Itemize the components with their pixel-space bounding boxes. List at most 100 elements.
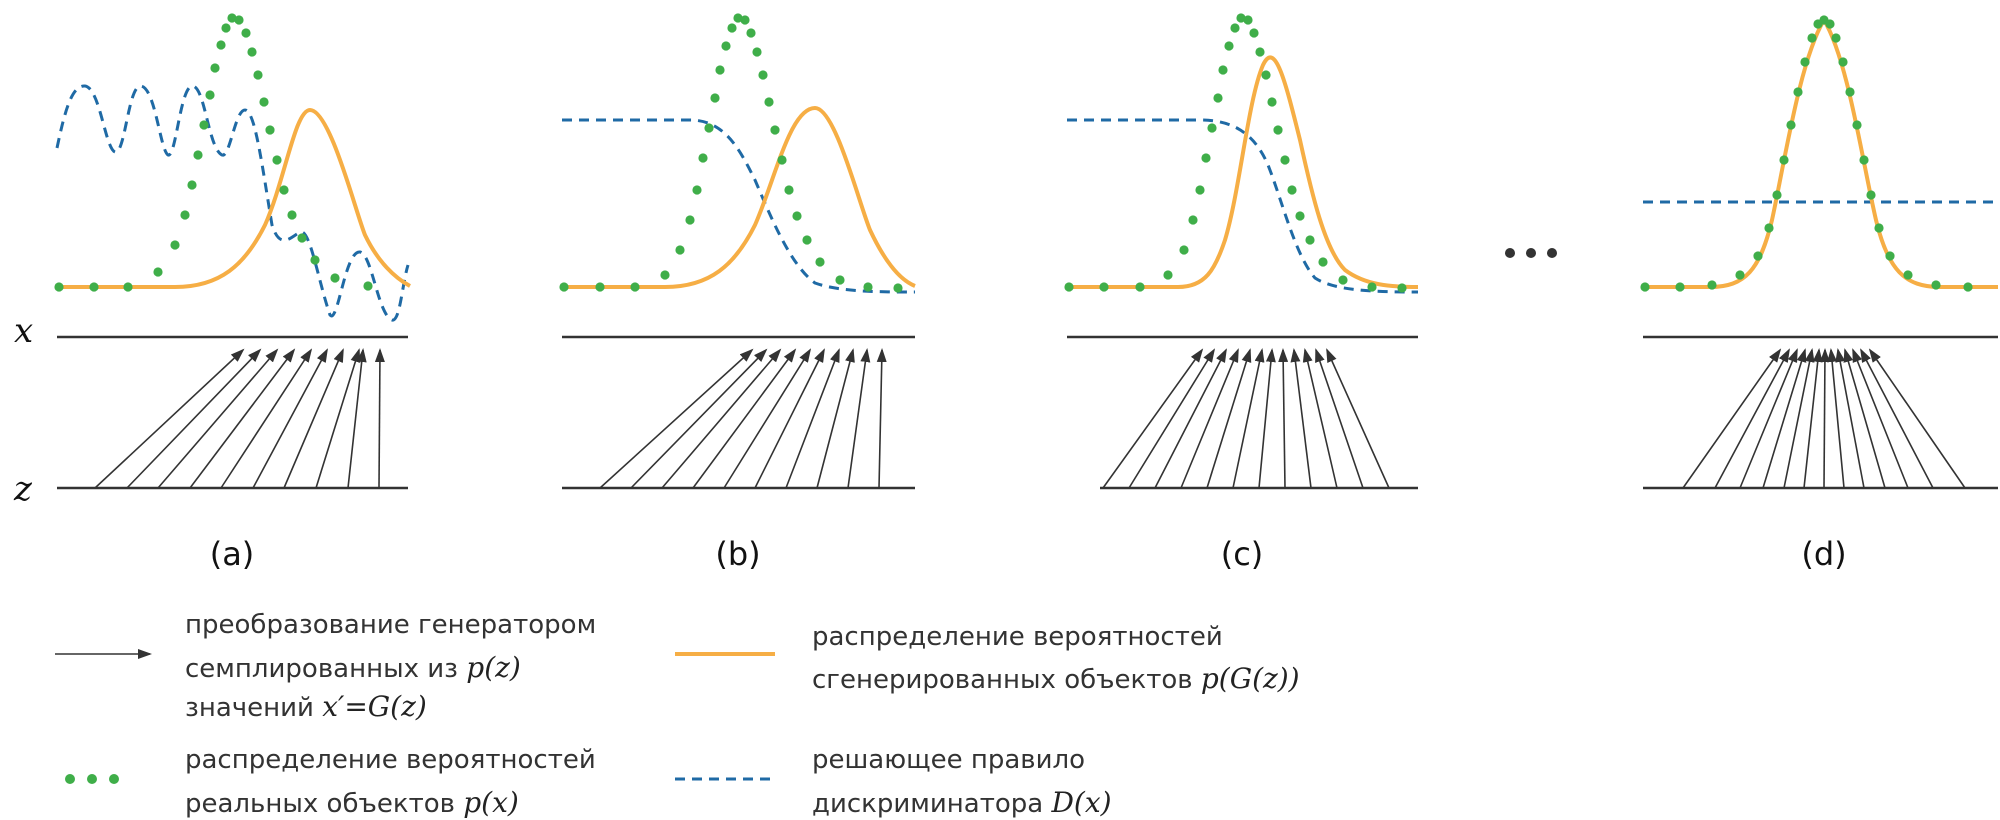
real-dot (1218, 65, 1228, 75)
mapping-arrow (252, 348, 328, 489)
mapping-arrow (347, 348, 367, 489)
legend-item-generated-distribution: распределение вероятностей сгенерированн… (675, 622, 1300, 695)
legend-generator-line3-text: значений (185, 693, 322, 723)
real-dot (1735, 270, 1745, 280)
legend-item-generator-mapping: преобразование генератором семплированны… (55, 610, 596, 723)
real-dot (1305, 235, 1315, 245)
real-dot (704, 123, 714, 133)
panel-d-generated-curve (1643, 16, 1998, 289)
real-dot (815, 257, 825, 267)
real-dot (1236, 13, 1246, 23)
panel-b-real-dots (559, 13, 903, 293)
mapping-arrow (1102, 348, 1204, 489)
legend-generated-line2: сгенерированных объектов p(G(z)) (812, 662, 1300, 695)
real-dot (710, 93, 720, 103)
real-dot (259, 97, 269, 107)
panel-b-mapping-arrows (599, 348, 887, 489)
real-dot (193, 150, 203, 160)
legend-real-line2-text: реальных объектов (185, 789, 463, 819)
mapping-arrow (157, 348, 279, 489)
mapping-arrow (1868, 348, 1966, 489)
real-dot (1295, 211, 1305, 221)
real-dot (630, 282, 640, 292)
panel-d: (d) (1640, 15, 1998, 573)
real-dot (1163, 270, 1173, 280)
mapping-arrow (1827, 348, 1845, 489)
mapping-arrow (1290, 348, 1312, 489)
panel-d-mapping-arrows (1682, 348, 1966, 489)
panel-c-label: (c) (1221, 535, 1264, 573)
mapping-arrow (599, 348, 754, 489)
real-dot (675, 245, 685, 255)
legend: преобразование генератором семплированны… (55, 610, 1300, 819)
real-dot (1707, 280, 1717, 290)
real-dot (698, 153, 708, 163)
mapping-arrow (1852, 348, 1909, 489)
real-dot (1099, 282, 1109, 292)
panel-b-discriminator-curve (562, 118, 916, 294)
real-dot (330, 273, 340, 283)
legend-generator-line2-text: семплированных из (185, 654, 466, 684)
real-dot (180, 210, 190, 220)
real-dot (1845, 87, 1855, 97)
real-dot (1249, 28, 1259, 38)
panel-b: (b) (559, 13, 916, 573)
real-dot (792, 211, 802, 221)
real-dot (1287, 185, 1297, 195)
panel-a: (a) (54, 13, 411, 573)
real-dot (660, 270, 670, 280)
legend-generator-line2: семплированных из p(z) (185, 651, 521, 684)
mapping-arrow (1258, 348, 1276, 489)
mapping-arrow (1783, 348, 1815, 489)
real-dot (1852, 120, 1862, 130)
mapping-arrow (1180, 348, 1239, 489)
panel-b-label: (b) (715, 535, 760, 573)
legend-generated-line2-text: сгенерированных объектов (812, 665, 1201, 695)
real-dot (1201, 153, 1211, 163)
real-dot (685, 215, 695, 225)
panel-b-generated-curve (562, 105, 916, 289)
real-dot (777, 155, 787, 165)
real-dot (1831, 33, 1841, 43)
legend-discriminator-line2-math: D(x) (1050, 786, 1111, 819)
legend-discriminator-line2: дискриминатора D(x) (812, 786, 1112, 819)
real-dot (287, 210, 297, 220)
real-dot (1807, 33, 1817, 43)
ellipsis-dot (1526, 248, 1536, 258)
real-dot (1318, 257, 1328, 267)
panel-a-real-dots (54, 13, 373, 292)
legend-real-line1: распределение вероятностей (185, 745, 596, 775)
mapping-arrow (1860, 348, 1934, 489)
real-dot (1179, 245, 1189, 255)
ellipsis-dot (1547, 248, 1557, 258)
real-dot (265, 125, 275, 135)
real-dot (1931, 280, 1941, 290)
real-dot (310, 255, 320, 265)
real-dot (1397, 283, 1407, 293)
mapping-arrow (876, 348, 887, 489)
real-dot (1188, 215, 1198, 225)
mapping-arrow (661, 348, 782, 489)
panel-d-real-dots (1640, 15, 1973, 292)
x-axis-label: x (14, 311, 33, 351)
mapping-arrow (1278, 348, 1289, 489)
legend-discriminator-line1: решающее правило (812, 745, 1085, 775)
real-dot (272, 155, 282, 165)
real-dot (1859, 155, 1869, 165)
mapping-arrow (692, 348, 797, 489)
real-dot (170, 240, 180, 250)
mapping-arrow (1819, 348, 1830, 489)
mapping-arrow (220, 348, 313, 489)
real-dot (1866, 190, 1876, 200)
real-dot (1963, 282, 1973, 292)
panel-c-mapping-arrows (1102, 348, 1390, 489)
real-dot (715, 65, 725, 75)
mapping-arrow (315, 348, 361, 489)
mapping-arrow (126, 348, 262, 489)
mapping-arrow (1315, 348, 1364, 489)
real-dot (1903, 270, 1913, 280)
legend-generator-line1: преобразование генератором (185, 610, 596, 640)
legend-discriminator-line2-text: дискриминатора (812, 789, 1051, 819)
panel-c-generated-curve (1067, 55, 1419, 289)
